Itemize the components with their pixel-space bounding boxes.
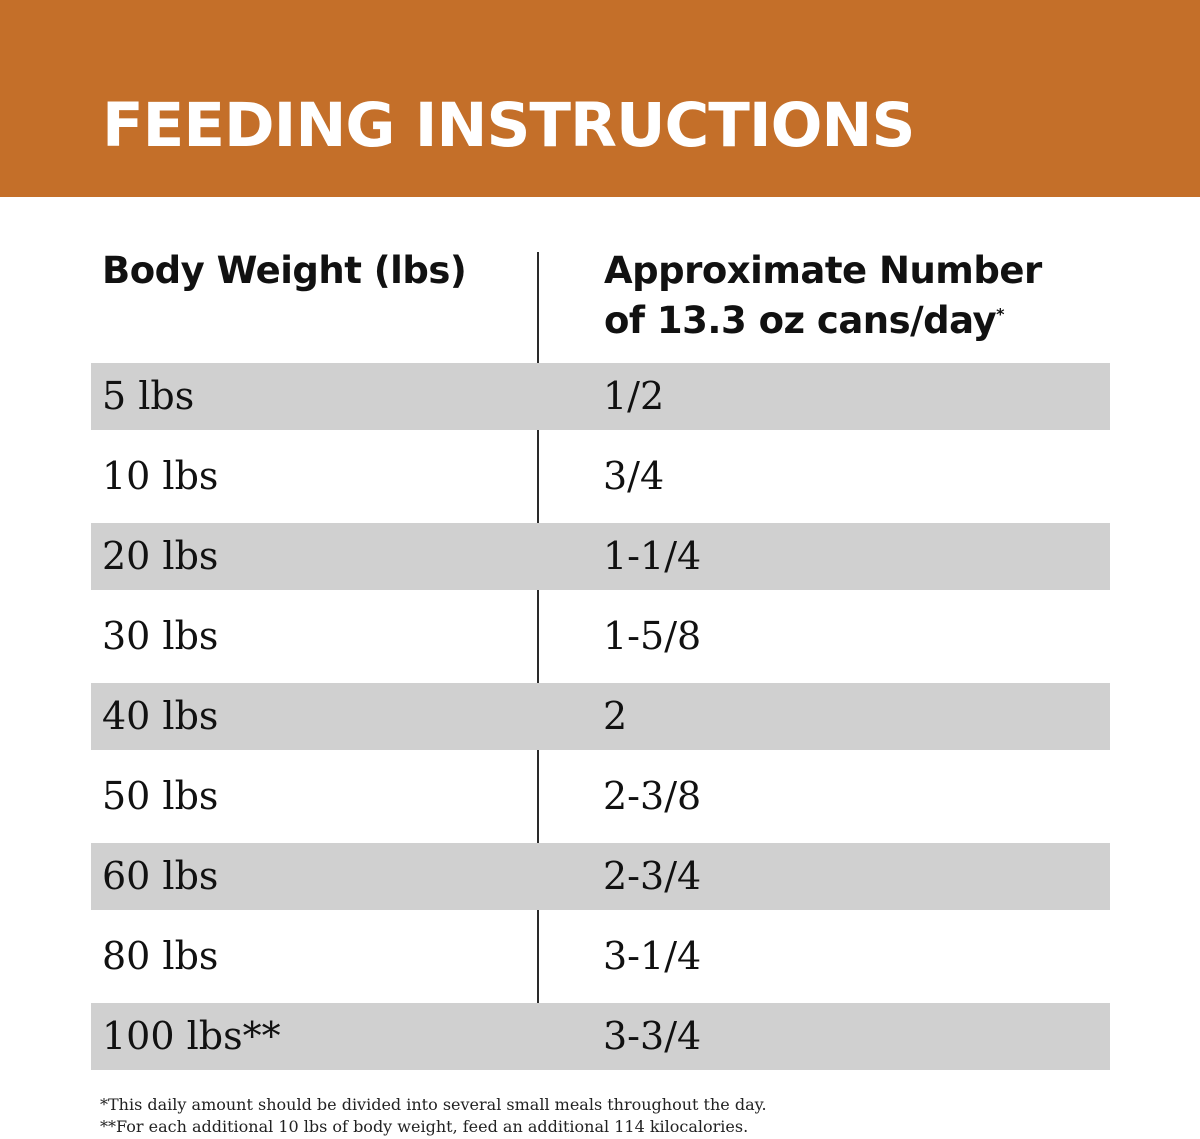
cell-cans-per-day: 2-3/8 — [603, 774, 702, 818]
table-row: 80 lbs 3-1/4 — [91, 910, 1110, 990]
cell-cans-per-day: 2 — [603, 694, 628, 738]
footnote-additional-weight: **For each additional 10 lbs of body wei… — [100, 1117, 749, 1136]
row-shading — [91, 843, 1110, 910]
cell-body-weight: 50 lbs — [102, 774, 219, 818]
row-shading — [91, 523, 1110, 590]
table-row: 40 lbs 2 — [91, 670, 1110, 750]
footnotes: *This daily amount should be divided int… — [100, 1094, 767, 1138]
cell-body-weight: 40 lbs — [102, 694, 219, 738]
table-row: 5 lbs 1/2 — [91, 350, 1110, 430]
cell-body-weight: 10 lbs — [102, 454, 219, 498]
cell-cans-per-day: 3-1/4 — [603, 934, 702, 978]
row-shading — [91, 683, 1110, 750]
cell-body-weight: 60 lbs — [102, 854, 219, 898]
title-banner: FEEDING INSTRUCTIONS — [0, 0, 1200, 197]
row-shading — [91, 1003, 1110, 1070]
cell-body-weight: 30 lbs — [102, 614, 219, 658]
table-row: 100 lbs** 3-3/4 — [91, 990, 1110, 1070]
cell-body-weight: 80 lbs — [102, 934, 219, 978]
cell-cans-per-day: 3/4 — [603, 454, 665, 498]
cell-cans-per-day: 3-3/4 — [603, 1014, 702, 1058]
cell-cans-per-day: 1-1/4 — [603, 534, 702, 578]
footnote-marker: * — [996, 304, 1004, 324]
column-header-cans-text: Approximate Number of 13.3 oz cans/day — [604, 249, 1042, 342]
cell-cans-per-day: 1/2 — [603, 374, 665, 418]
column-header-body-weight: Body Weight (lbs) — [102, 249, 467, 292]
cell-cans-per-day: 1-5/8 — [603, 614, 702, 658]
feeding-table-body: 5 lbs 1/2 10 lbs 3/4 20 lbs 1-1/4 30 lbs 1-5/8 4… — [91, 350, 1110, 1070]
row-shading — [91, 363, 1110, 430]
cell-cans-per-day: 2-3/4 — [603, 854, 702, 898]
table-row: 20 lbs 1-1/4 — [91, 510, 1110, 590]
table-row: 10 lbs 3/4 — [91, 430, 1110, 510]
cell-body-weight: 5 lbs — [102, 374, 195, 418]
table-row: 30 lbs 1-5/8 — [91, 590, 1110, 670]
cell-body-weight: 20 lbs — [102, 534, 219, 578]
table-row: 60 lbs 2-3/4 — [91, 830, 1110, 910]
column-header-cans-per-day: Approximate Number of 13.3 oz cans/day* — [604, 246, 1094, 346]
footnote-daily-amount: *This daily amount should be divided int… — [100, 1095, 767, 1114]
page-title: FEEDING INSTRUCTIONS — [102, 90, 915, 161]
cell-body-weight: 100 lbs** — [102, 1014, 281, 1058]
table-row: 50 lbs 2-3/8 — [91, 750, 1110, 830]
column-divider — [537, 252, 539, 1066]
